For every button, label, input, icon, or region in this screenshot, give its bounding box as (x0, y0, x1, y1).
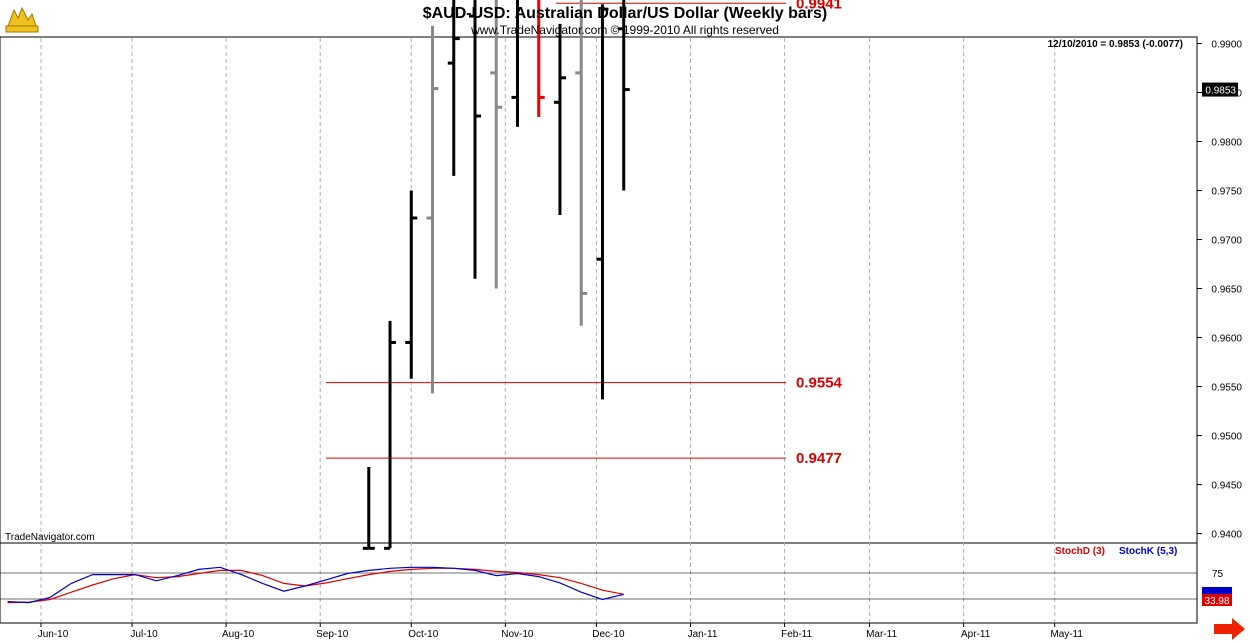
oscillator-value-label: 33.98 (1204, 596, 1229, 607)
ohlc-bar (447, 0, 460, 176)
watermark: TradeNavigator.com (5, 532, 95, 543)
logo-icon (7, 6, 37, 27)
grid-layer (40, 38, 1056, 622)
logo (5, 6, 39, 33)
y-tick-label: 0.9650 (1211, 285, 1242, 296)
price-readout: 12/10/2010 = 0.9853 (-0.0077) (1048, 39, 1183, 50)
bars-layer (362, 0, 630, 550)
x-tick-label: Aug-10 (222, 629, 255, 640)
ohlc-bar (384, 320, 397, 550)
price-level-label: 0.9941 (796, 0, 842, 12)
y-tick-label: 0.9950 (1211, 0, 1242, 1)
ohlc-bar (553, 23, 566, 216)
x-tick-label: Jul-10 (130, 629, 158, 640)
price-level-label: 0.9477 (796, 450, 842, 467)
y-tick-label: 0.9750 (1211, 187, 1242, 198)
x-tick-label: Nov-10 (501, 629, 534, 640)
ohlc-bar (596, 4, 609, 400)
ohlc-bar (469, 0, 482, 279)
y-axis: 1.04001.03501.03001.02501.02001.01501.01… (1197, 0, 1242, 541)
plot-frame (0, 36, 1198, 544)
x-tick-label: Feb-11 (781, 629, 812, 640)
last-price-box (1202, 82, 1238, 97)
ohlc-bar (490, 0, 503, 289)
x-tick-label: Oct-10 (408, 629, 438, 640)
stoch-d-line (7, 567, 624, 604)
x-tick-label: Jun-10 (38, 629, 69, 640)
scroll-right-arrow-icon[interactable] (1214, 618, 1245, 640)
ohlc-bar (617, 0, 630, 191)
y-tick-label: 0.9450 (1211, 481, 1242, 492)
legend-stoch-k: StochK (5,3) (1119, 546, 1177, 557)
x-tick-label: Dec-10 (592, 629, 625, 640)
x-tick-label: Jan-11 (688, 629, 718, 640)
x-tick-label: Mar-11 (866, 629, 897, 640)
x-tick-label: May-11 (1050, 629, 1083, 640)
ohlc-bar (362, 466, 375, 550)
y-tick-label: 0.9400 (1211, 530, 1242, 541)
oscillator-tick-label: 75 (1212, 569, 1224, 580)
levels-layer: 1.03641.02281.02091.01121.00160.99410.95… (326, 0, 843, 467)
y-tick-label: 0.9550 (1211, 383, 1242, 394)
chart-title: $AUD-USD: Australian Dollar/US Dollar (W… (423, 5, 828, 22)
price-level-label: 0.9554 (796, 375, 843, 392)
x-axis: Jun-10 Jul-10 Aug-10 Sep-10 Oct-10 Nov-10 Dec-… (38, 623, 1083, 640)
logo-base (5, 25, 39, 33)
y-tick-label: 0.9500 (1211, 432, 1242, 443)
ohlc-bar (426, 25, 439, 394)
ohlc-bar (575, 0, 588, 326)
chart-subtitle: www.TradeNavigator.com © 1999-2010 All r… (470, 23, 779, 37)
ohlc-bar (511, 0, 519, 127)
y-tick-label: 0.9600 (1211, 334, 1242, 345)
oscillator-value-box (1202, 594, 1232, 606)
last-price-label: 0.9853 (1205, 86, 1236, 97)
y-tick-label: 0.9900 (1211, 40, 1242, 51)
x-tick-label: Sep-10 (316, 629, 349, 640)
oscillator-panel: 75 StochD (3) StochK (5,3) 33.98 (0, 546, 1232, 607)
legend-stoch-d: StochD (3) (1055, 546, 1105, 557)
y-tick-label: 0.9700 (1211, 236, 1242, 247)
x-tick-label: Apr-11 (961, 629, 991, 640)
ohlc-bar (405, 190, 418, 379)
y-tick-label: 0.9800 (1211, 138, 1242, 149)
stoch-k-line (7, 566, 624, 604)
ohlc-bar (537, 0, 545, 118)
oscillator-k-badge (1202, 587, 1232, 595)
oscillator-frame (0, 542, 1198, 624)
